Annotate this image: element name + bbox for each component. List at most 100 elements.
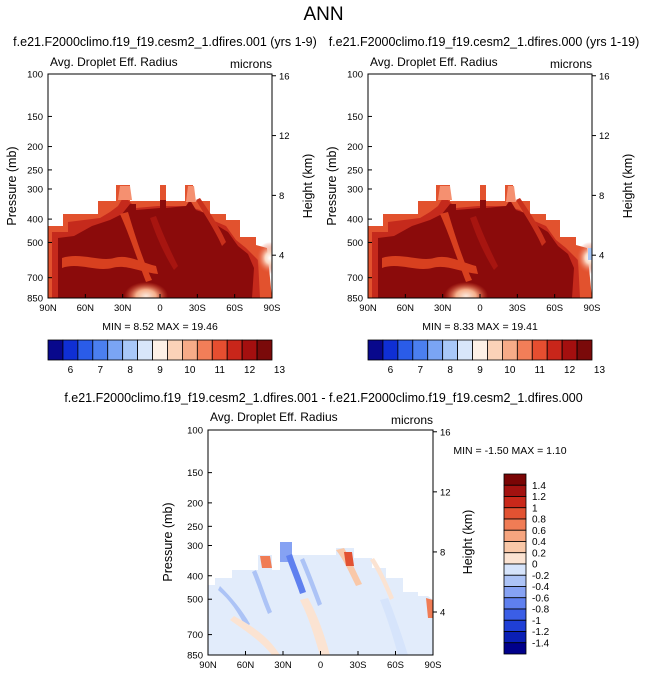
colorbar-box <box>458 340 473 360</box>
colorbar-box <box>504 575 526 586</box>
pressure-tick-label: 200 <box>347 142 363 153</box>
panel-2-colorbar: 6 7 8 9 10 11 12 13 <box>368 340 605 376</box>
lat-tick-label: 90S <box>264 303 281 314</box>
colorbar-label: 1.2 <box>532 492 546 503</box>
colorbar-label: 0.8 <box>532 515 546 526</box>
height-tick-label: 4 <box>599 251 604 262</box>
colorbar-label: 11 <box>535 365 546 376</box>
colorbar-box <box>167 340 182 360</box>
lat-tick-label: 90N <box>199 660 217 671</box>
lat-tick-label: 30S <box>189 303 206 314</box>
colorbar-box <box>504 508 526 519</box>
colorbar-label: 10 <box>184 365 196 376</box>
panel-1-ylabel-left: Pressure (mb) <box>5 146 19 225</box>
panel-3-header: f.e21.F2000climo.f19_f19.cesm2_1.dfires.… <box>64 391 582 405</box>
lat-tick-label: 60N <box>77 303 95 314</box>
colorbar-box <box>48 340 63 360</box>
colorbar-box <box>577 340 592 360</box>
colorbar-box <box>257 340 272 360</box>
colorbar-box <box>443 340 458 360</box>
colorbar-box <box>368 340 383 360</box>
pressure-tick-label: 500 <box>27 238 43 249</box>
lat-tick-label: 30N <box>114 303 132 314</box>
lat-tick-label: 0 <box>477 303 482 314</box>
colorbar-box <box>153 340 168 360</box>
pressure-tick-label: 300 <box>27 184 43 195</box>
colorbar-box <box>504 620 526 631</box>
colorbar-label: -0.2 <box>532 571 550 582</box>
colorbar-label: -1.2 <box>532 627 550 638</box>
pressure-tick-label: 500 <box>187 595 203 606</box>
height-tick-label: 4 <box>440 608 445 619</box>
panel-1-subtitle: Avg. Droplet Eff. Radius <box>50 55 178 69</box>
panel-1-field-tower-l <box>118 186 132 200</box>
colorbar-label: 6 <box>68 365 74 376</box>
panel-1-units: microns <box>230 57 272 71</box>
colorbar-box <box>473 340 488 360</box>
colorbar-box <box>242 340 257 360</box>
panel-2-field-tower-l <box>438 186 452 200</box>
height-tick-label: 12 <box>599 131 610 142</box>
colorbar-label: -1.4 <box>532 638 550 649</box>
lat-tick-label: 30N <box>434 303 452 314</box>
colorbar-label: 0.6 <box>532 526 546 537</box>
pressure-tick-label: 150 <box>27 112 43 123</box>
colorbar-box <box>517 340 532 360</box>
colorbar-label: 6 <box>388 365 394 376</box>
colorbar-label: 13 <box>594 365 606 376</box>
colorbar-label: -0.8 <box>532 605 550 616</box>
colorbar-label: 11 <box>215 365 226 376</box>
lat-tick-label: 30N <box>274 660 292 671</box>
colorbar-box <box>504 542 526 553</box>
panel-3-field <box>208 542 433 655</box>
height-tick-label: 12 <box>440 487 451 498</box>
colorbar-box <box>504 587 526 598</box>
colorbar-box <box>413 340 428 360</box>
colorbar-label: 12 <box>564 365 576 376</box>
pressure-tick-label: 250 <box>187 522 203 533</box>
panel-2-ylabel-left: Pressure (mb) <box>325 146 339 225</box>
colorbar-box <box>78 340 93 360</box>
lat-tick-label: 60S <box>226 303 243 314</box>
colorbar-box <box>532 340 547 360</box>
colorbar-box <box>108 340 123 360</box>
colorbar-box <box>227 340 242 360</box>
colorbar-box <box>504 564 526 575</box>
panel-3-ylabel-right: Height (km) <box>461 510 475 575</box>
panel-2-ylabel-right: Height (km) <box>621 154 635 219</box>
colorbar-box <box>398 340 413 360</box>
lat-tick-label: 90N <box>39 303 57 314</box>
pressure-tick-label: 300 <box>187 541 203 552</box>
lat-tick-label: 90S <box>584 303 601 314</box>
colorbar-box <box>547 340 562 360</box>
height-tick-label: 4 <box>279 251 284 262</box>
height-tick-label: 12 <box>279 131 290 142</box>
panel-3-subtitle: Avg. Droplet Eff. Radius <box>210 410 338 424</box>
colorbar-label: 9 <box>477 365 483 376</box>
panel-2-field-edge-blue <box>588 248 592 260</box>
height-tick-label: 16 <box>279 71 290 82</box>
lat-tick-label: 60N <box>237 660 255 671</box>
panel-2-units: microns <box>550 57 592 71</box>
pressure-tick-label: 700 <box>27 273 43 284</box>
pressure-tick-label: 400 <box>27 215 43 226</box>
colorbar-label: 7 <box>97 365 103 376</box>
colorbar-box <box>63 340 78 360</box>
colorbar-box <box>504 530 526 541</box>
pressure-tick-label: 200 <box>187 498 203 509</box>
colorbar-box <box>562 340 577 360</box>
pressure-tick-label: 400 <box>187 571 203 582</box>
lat-tick-label: 30S <box>509 303 526 314</box>
colorbar-box <box>383 340 398 360</box>
colorbar-box <box>487 340 502 360</box>
colorbar-box <box>504 519 526 530</box>
panel-1-header: f.e21.F2000climo.f19_f19.cesm2_1.dfires.… <box>13 35 317 49</box>
colorbar-box <box>504 632 526 643</box>
colorbar-label: 7 <box>417 365 423 376</box>
colorbar-label: 1 <box>532 503 538 514</box>
colorbar-box <box>504 474 526 485</box>
height-tick-label: 16 <box>440 427 451 438</box>
panel-1-field <box>48 185 284 310</box>
pressure-tick-label: 400 <box>347 215 363 226</box>
colorbar-box <box>197 340 212 360</box>
